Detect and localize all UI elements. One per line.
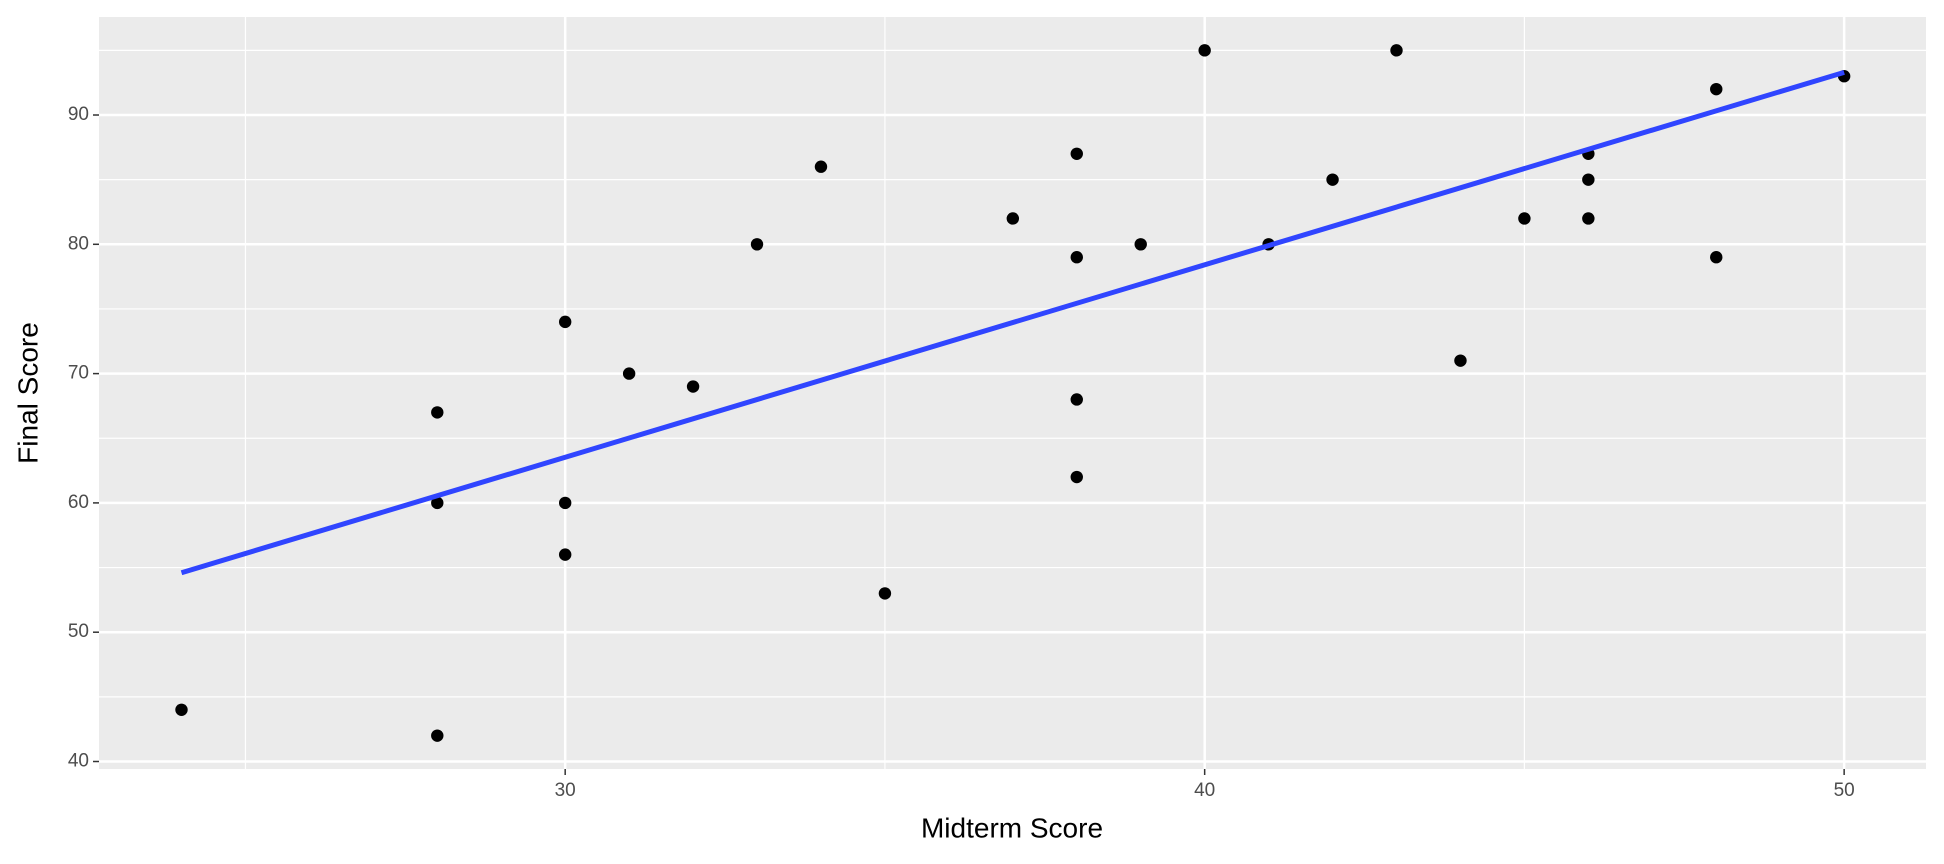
point bbox=[1390, 44, 1403, 57]
point bbox=[1070, 251, 1083, 264]
regression-line bbox=[180, 69, 1845, 576]
y-tick-label: 70 bbox=[68, 363, 89, 384]
point bbox=[1070, 470, 1083, 484]
point bbox=[431, 406, 444, 419]
point bbox=[686, 380, 700, 393]
point bbox=[1582, 212, 1595, 225]
point bbox=[1070, 393, 1083, 406]
point bbox=[558, 315, 572, 329]
x-axis-title: Midterm Score bbox=[921, 812, 1103, 843]
point bbox=[1582, 173, 1595, 186]
point bbox=[1198, 44, 1211, 57]
point bbox=[814, 160, 828, 173]
point bbox=[1070, 147, 1083, 160]
y-axis-title: Final Score bbox=[12, 322, 43, 464]
x-tick-label: 30 bbox=[555, 780, 576, 801]
y-tick-label: 90 bbox=[68, 104, 89, 125]
point bbox=[1454, 354, 1467, 367]
point bbox=[878, 587, 892, 600]
y-tick-label: 60 bbox=[68, 492, 89, 513]
point bbox=[558, 496, 572, 510]
point bbox=[750, 238, 764, 251]
x-tick-label: 50 bbox=[1834, 780, 1855, 801]
y-tick-label: 40 bbox=[68, 751, 89, 772]
point bbox=[1006, 212, 1020, 225]
point bbox=[431, 496, 444, 510]
point bbox=[558, 548, 572, 561]
y-tick-label: 80 bbox=[68, 233, 89, 254]
point bbox=[1134, 238, 1147, 251]
point bbox=[175, 703, 188, 716]
point bbox=[1326, 173, 1339, 186]
point bbox=[1710, 82, 1723, 96]
x-tick-label: 40 bbox=[1194, 780, 1215, 801]
panel bbox=[99, 17, 1926, 769]
point bbox=[1710, 251, 1723, 264]
point bbox=[622, 367, 636, 380]
point bbox=[431, 729, 444, 742]
point bbox=[1518, 212, 1531, 225]
y-tick-label: 50 bbox=[68, 621, 89, 642]
